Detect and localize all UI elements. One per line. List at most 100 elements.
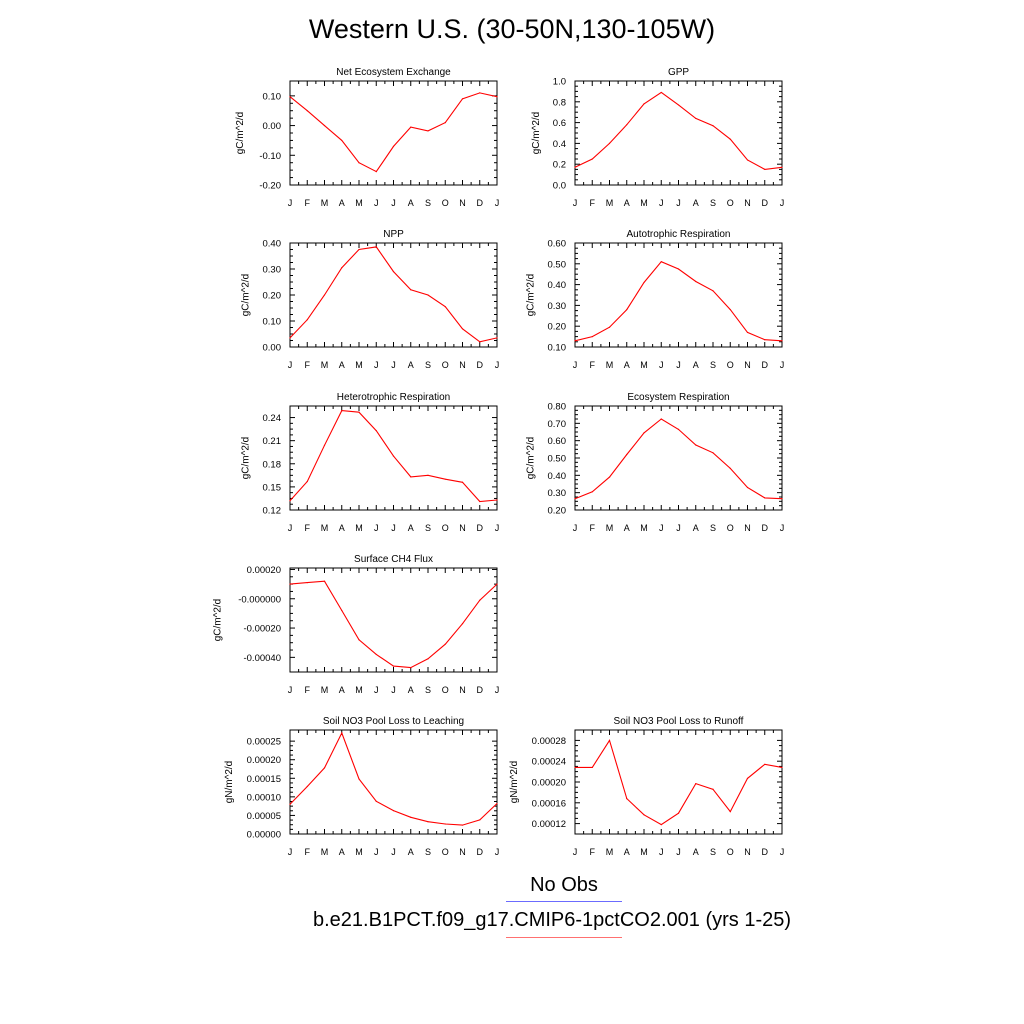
data-point [444, 306, 446, 308]
y-tick-label: 0.00005 [247, 811, 281, 822]
x-tick-label: J [780, 198, 785, 208]
panel-title: Soil NO3 Pool Loss to Leaching [323, 716, 464, 727]
data-point [479, 500, 481, 503]
x-tick-label: J [495, 523, 500, 533]
data-point [341, 267, 343, 269]
x-tick-label: M [640, 847, 648, 857]
data-point [375, 246, 377, 248]
data-point [695, 117, 697, 120]
series-line [574, 261, 783, 342]
panel-title: Heterotrophic Respiration [337, 392, 450, 403]
x-tick-label: O [727, 523, 734, 533]
x-tick-label: A [408, 360, 414, 370]
data-point [591, 158, 593, 160]
x-tick-label: J [288, 847, 293, 857]
data-point [781, 766, 783, 769]
data-point [591, 336, 593, 338]
x-tick-label: J [391, 360, 396, 370]
y-tick-label: 0.00000 [247, 830, 281, 841]
x-tick-label: A [693, 360, 699, 370]
series-line [574, 418, 783, 500]
x-tick-label: A [624, 523, 630, 533]
y-axis-label: gC/m^2/d [213, 599, 224, 642]
data-point [660, 91, 662, 94]
y-tick-label: -0.000000 [238, 594, 281, 605]
data-point [323, 580, 326, 582]
data-point [496, 802, 498, 805]
x-tick-label: N [459, 847, 466, 857]
x-tick-label: D [477, 523, 484, 533]
x-tick-label: M [606, 360, 614, 370]
data-point [341, 139, 343, 142]
data-point [427, 130, 429, 132]
y-axis-label: gC/m^2/d [531, 112, 542, 155]
y-tick-label: 0.40 [263, 239, 282, 250]
x-tick-label: D [762, 523, 769, 533]
legend-line-model [506, 937, 622, 938]
data-point [677, 812, 680, 814]
x-tick-label: J [495, 198, 500, 208]
x-tick-label: J [573, 360, 578, 370]
data-point [764, 763, 766, 765]
panel-title: Ecosystem Respiration [627, 392, 729, 403]
x-tick-label: A [339, 847, 345, 857]
x-tick-label: A [408, 685, 414, 695]
data-point [479, 599, 481, 601]
data-point [643, 103, 645, 105]
x-tick-label: O [727, 360, 734, 370]
x-tick-label: J [495, 847, 500, 857]
x-tick-label: A [693, 847, 699, 857]
x-tick-label: N [459, 198, 466, 208]
data-point [358, 162, 360, 164]
data-point [781, 340, 783, 342]
x-tick-label: D [477, 360, 484, 370]
data-point [781, 498, 783, 500]
data-point [608, 739, 611, 742]
y-tick-label: 0.00020 [247, 755, 281, 766]
data-point [479, 341, 481, 343]
panel-title: GPP [668, 67, 689, 78]
data-point [677, 268, 680, 270]
data-point [392, 665, 395, 667]
y-tick-label: 0.30 [548, 301, 567, 312]
x-tick-label: S [425, 685, 431, 695]
x-tick-label: A [624, 847, 630, 857]
x-tick-label: D [762, 847, 769, 857]
x-tick-label: O [727, 847, 734, 857]
x-tick-label: A [339, 685, 345, 695]
x-tick-label: J [676, 360, 681, 370]
data-point [643, 281, 645, 284]
y-tick-label: 0.80 [548, 402, 567, 413]
x-tick-label: N [459, 523, 466, 533]
data-point [591, 491, 593, 493]
x-tick-label: M [640, 360, 648, 370]
x-tick-label: O [442, 360, 449, 370]
x-tick-label: J [573, 847, 578, 857]
x-tick-label: J [573, 523, 578, 533]
data-point [626, 798, 628, 800]
data-point [496, 337, 498, 339]
panel-frame [289, 405, 498, 511]
data-point [643, 814, 645, 816]
x-tick-label: M [355, 523, 363, 533]
x-tick-label: O [442, 523, 449, 533]
x-tick-label: M [640, 523, 648, 533]
panel-frame [289, 567, 498, 673]
x-tick-label: D [762, 360, 769, 370]
y-axis-label: gN/m^2/d [224, 761, 235, 804]
x-tick-label: N [744, 847, 751, 857]
series-line [289, 731, 498, 826]
x-tick-label: A [339, 198, 345, 208]
data-point [358, 248, 360, 251]
panel-title: Autotrophic Respiration [627, 229, 731, 240]
y-tick-label: 0.10 [548, 343, 567, 354]
data-point [712, 290, 714, 292]
legend-line-obs [506, 901, 622, 902]
data-point [677, 104, 680, 106]
data-point [289, 803, 291, 805]
x-tick-label: S [710, 523, 716, 533]
data-point [410, 476, 412, 478]
x-tick-label: J [659, 198, 664, 208]
data-point [410, 289, 412, 291]
x-tick-label: J [391, 198, 396, 208]
